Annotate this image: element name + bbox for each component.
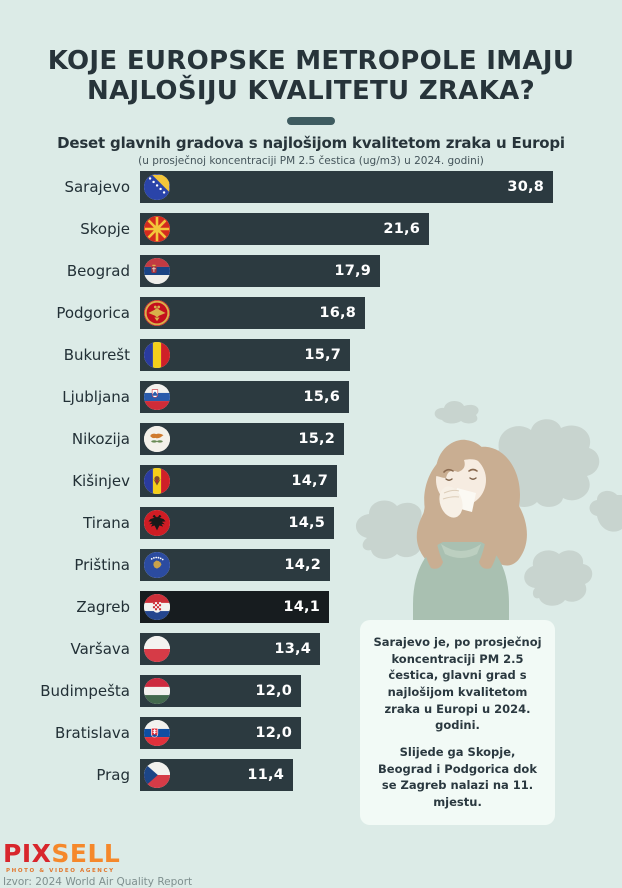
chart-row: Priština 14,2 <box>0 549 622 581</box>
bar-value: 15,2 <box>298 431 335 447</box>
flag-icon-kosovo <box>144 552 170 578</box>
bar-value: 15,7 <box>304 347 341 363</box>
city-label: Podgorica <box>0 304 140 322</box>
bar: 15,2 <box>140 423 344 455</box>
logo-tagline: PHOTO & VIDEO AGENCY <box>6 868 192 874</box>
chart-row: Skopje 21,6 <box>0 213 622 245</box>
callout-paragraph-2: Slijede ga Skopje, Beograd i Podgorica d… <box>371 744 544 811</box>
city-label: Varšava <box>0 640 140 658</box>
bar-highlighted: 14,1 <box>140 591 329 623</box>
pixsell-logo: PIXSELL <box>3 841 192 866</box>
city-label: Beograd <box>0 262 140 280</box>
chart-row: Nikozija 15,2 <box>0 423 622 455</box>
flag-icon-montenegro <box>144 300 170 326</box>
bar-value: 14,5 <box>288 515 325 531</box>
chart-subnote: (u prosječnoj koncentraciji PM 2.5 česti… <box>0 155 622 167</box>
chart-row: Sarajevo 30,8 <box>0 171 622 203</box>
bar-value: 14,2 <box>284 557 321 573</box>
chart-row: Beograd 17,9 <box>0 255 622 287</box>
chart-subtitle: Deset glavnih gradova s najlošijom kvali… <box>0 134 622 152</box>
flag-icon-north-macedonia <box>144 216 170 242</box>
bar: 15,6 <box>140 381 349 413</box>
city-label: Tirana <box>0 514 140 532</box>
city-label: Zagreb <box>0 598 140 616</box>
title-line-1: KOJE EUROPSKE METROPOLE IMAJU <box>48 46 575 76</box>
city-label: Kišinjev <box>0 472 140 490</box>
city-label: Bratislava <box>0 724 140 742</box>
bar: 12,0 <box>140 717 301 749</box>
page-title: KOJE EUROPSKE METROPOLE IMAJU NAJLOŠIJU … <box>0 46 622 106</box>
source-credit: Izvor: 2024 World Air Quality Report <box>3 876 192 888</box>
bar: 14,7 <box>140 465 337 497</box>
callout-paragraph-1: Sarajevo je, po prosječnoj koncentraciji… <box>371 634 544 734</box>
chart-row: Bukurešt 15,7 <box>0 339 622 371</box>
flag-icon-czechia <box>144 762 170 788</box>
bar-value: 16,8 <box>319 305 356 321</box>
title-divider <box>287 117 335 125</box>
city-label: Nikozija <box>0 430 140 448</box>
bar: 15,7 <box>140 339 350 371</box>
city-label: Sarajevo <box>0 178 140 196</box>
flag-icon-hungary <box>144 678 170 704</box>
bar: 16,8 <box>140 297 365 329</box>
footer: PIXSELL PHOTO & VIDEO AGENCY Izvor: 2024… <box>3 841 192 888</box>
bar: 14,2 <box>140 549 330 581</box>
bar: 13,4 <box>140 633 320 665</box>
flag-icon-albania <box>144 510 170 536</box>
title-line-2: NAJLOŠIJU KVALITETU ZRAKA? <box>87 76 535 106</box>
chart-row: Ljubljana 15,6 <box>0 381 622 413</box>
chart-row: Tirana 14,5 <box>0 507 622 539</box>
flag-icon-croatia <box>144 594 170 620</box>
bar-value: 30,8 <box>507 179 544 195</box>
bar-value: 14,7 <box>291 473 328 489</box>
flag-icon-romania <box>144 342 170 368</box>
city-label: Ljubljana <box>0 388 140 406</box>
bar-value: 15,6 <box>303 389 340 405</box>
logo-pix: PIX <box>3 839 51 868</box>
bar-value: 12,0 <box>255 683 292 699</box>
bar-value: 21,6 <box>383 221 420 237</box>
bar: 21,6 <box>140 213 429 245</box>
flag-icon-poland <box>144 636 170 662</box>
city-label: Skopje <box>0 220 140 238</box>
flag-icon-slovenia <box>144 384 170 410</box>
logo-sell: SELL <box>51 839 120 868</box>
flag-icon-moldova <box>144 468 170 494</box>
bar: 17,9 <box>140 255 380 287</box>
flag-icon-serbia <box>144 258 170 284</box>
bar-value: 14,1 <box>283 599 320 615</box>
bar-value: 13,4 <box>274 641 311 657</box>
city-label: Bukurešt <box>0 346 140 364</box>
city-label: Priština <box>0 556 140 574</box>
bar: 14,5 <box>140 507 334 539</box>
flag-icon-slovakia <box>144 720 170 746</box>
chart-row: Podgorica 16,8 <box>0 297 622 329</box>
bar-value: 11,4 <box>247 767 284 783</box>
bar: 30,8 <box>140 171 553 203</box>
city-label: Prag <box>0 766 140 784</box>
bar: 12,0 <box>140 675 301 707</box>
header: KOJE EUROPSKE METROPOLE IMAJU NAJLOŠIJU … <box>0 46 622 167</box>
callout-box: Sarajevo je, po prosječnoj koncentraciji… <box>360 620 555 825</box>
city-label: Budimpešta <box>0 682 140 700</box>
chart-row: Kišinjev 14,7 <box>0 465 622 497</box>
chart-row: Zagreb 14,1 <box>0 591 622 623</box>
bar-value: 17,9 <box>334 263 371 279</box>
bar-value: 12,0 <box>255 725 292 741</box>
flag-icon-bosnia-and-herzegovina <box>144 174 170 200</box>
bar: 11,4 <box>140 759 293 791</box>
flag-icon-cyprus <box>144 426 170 452</box>
